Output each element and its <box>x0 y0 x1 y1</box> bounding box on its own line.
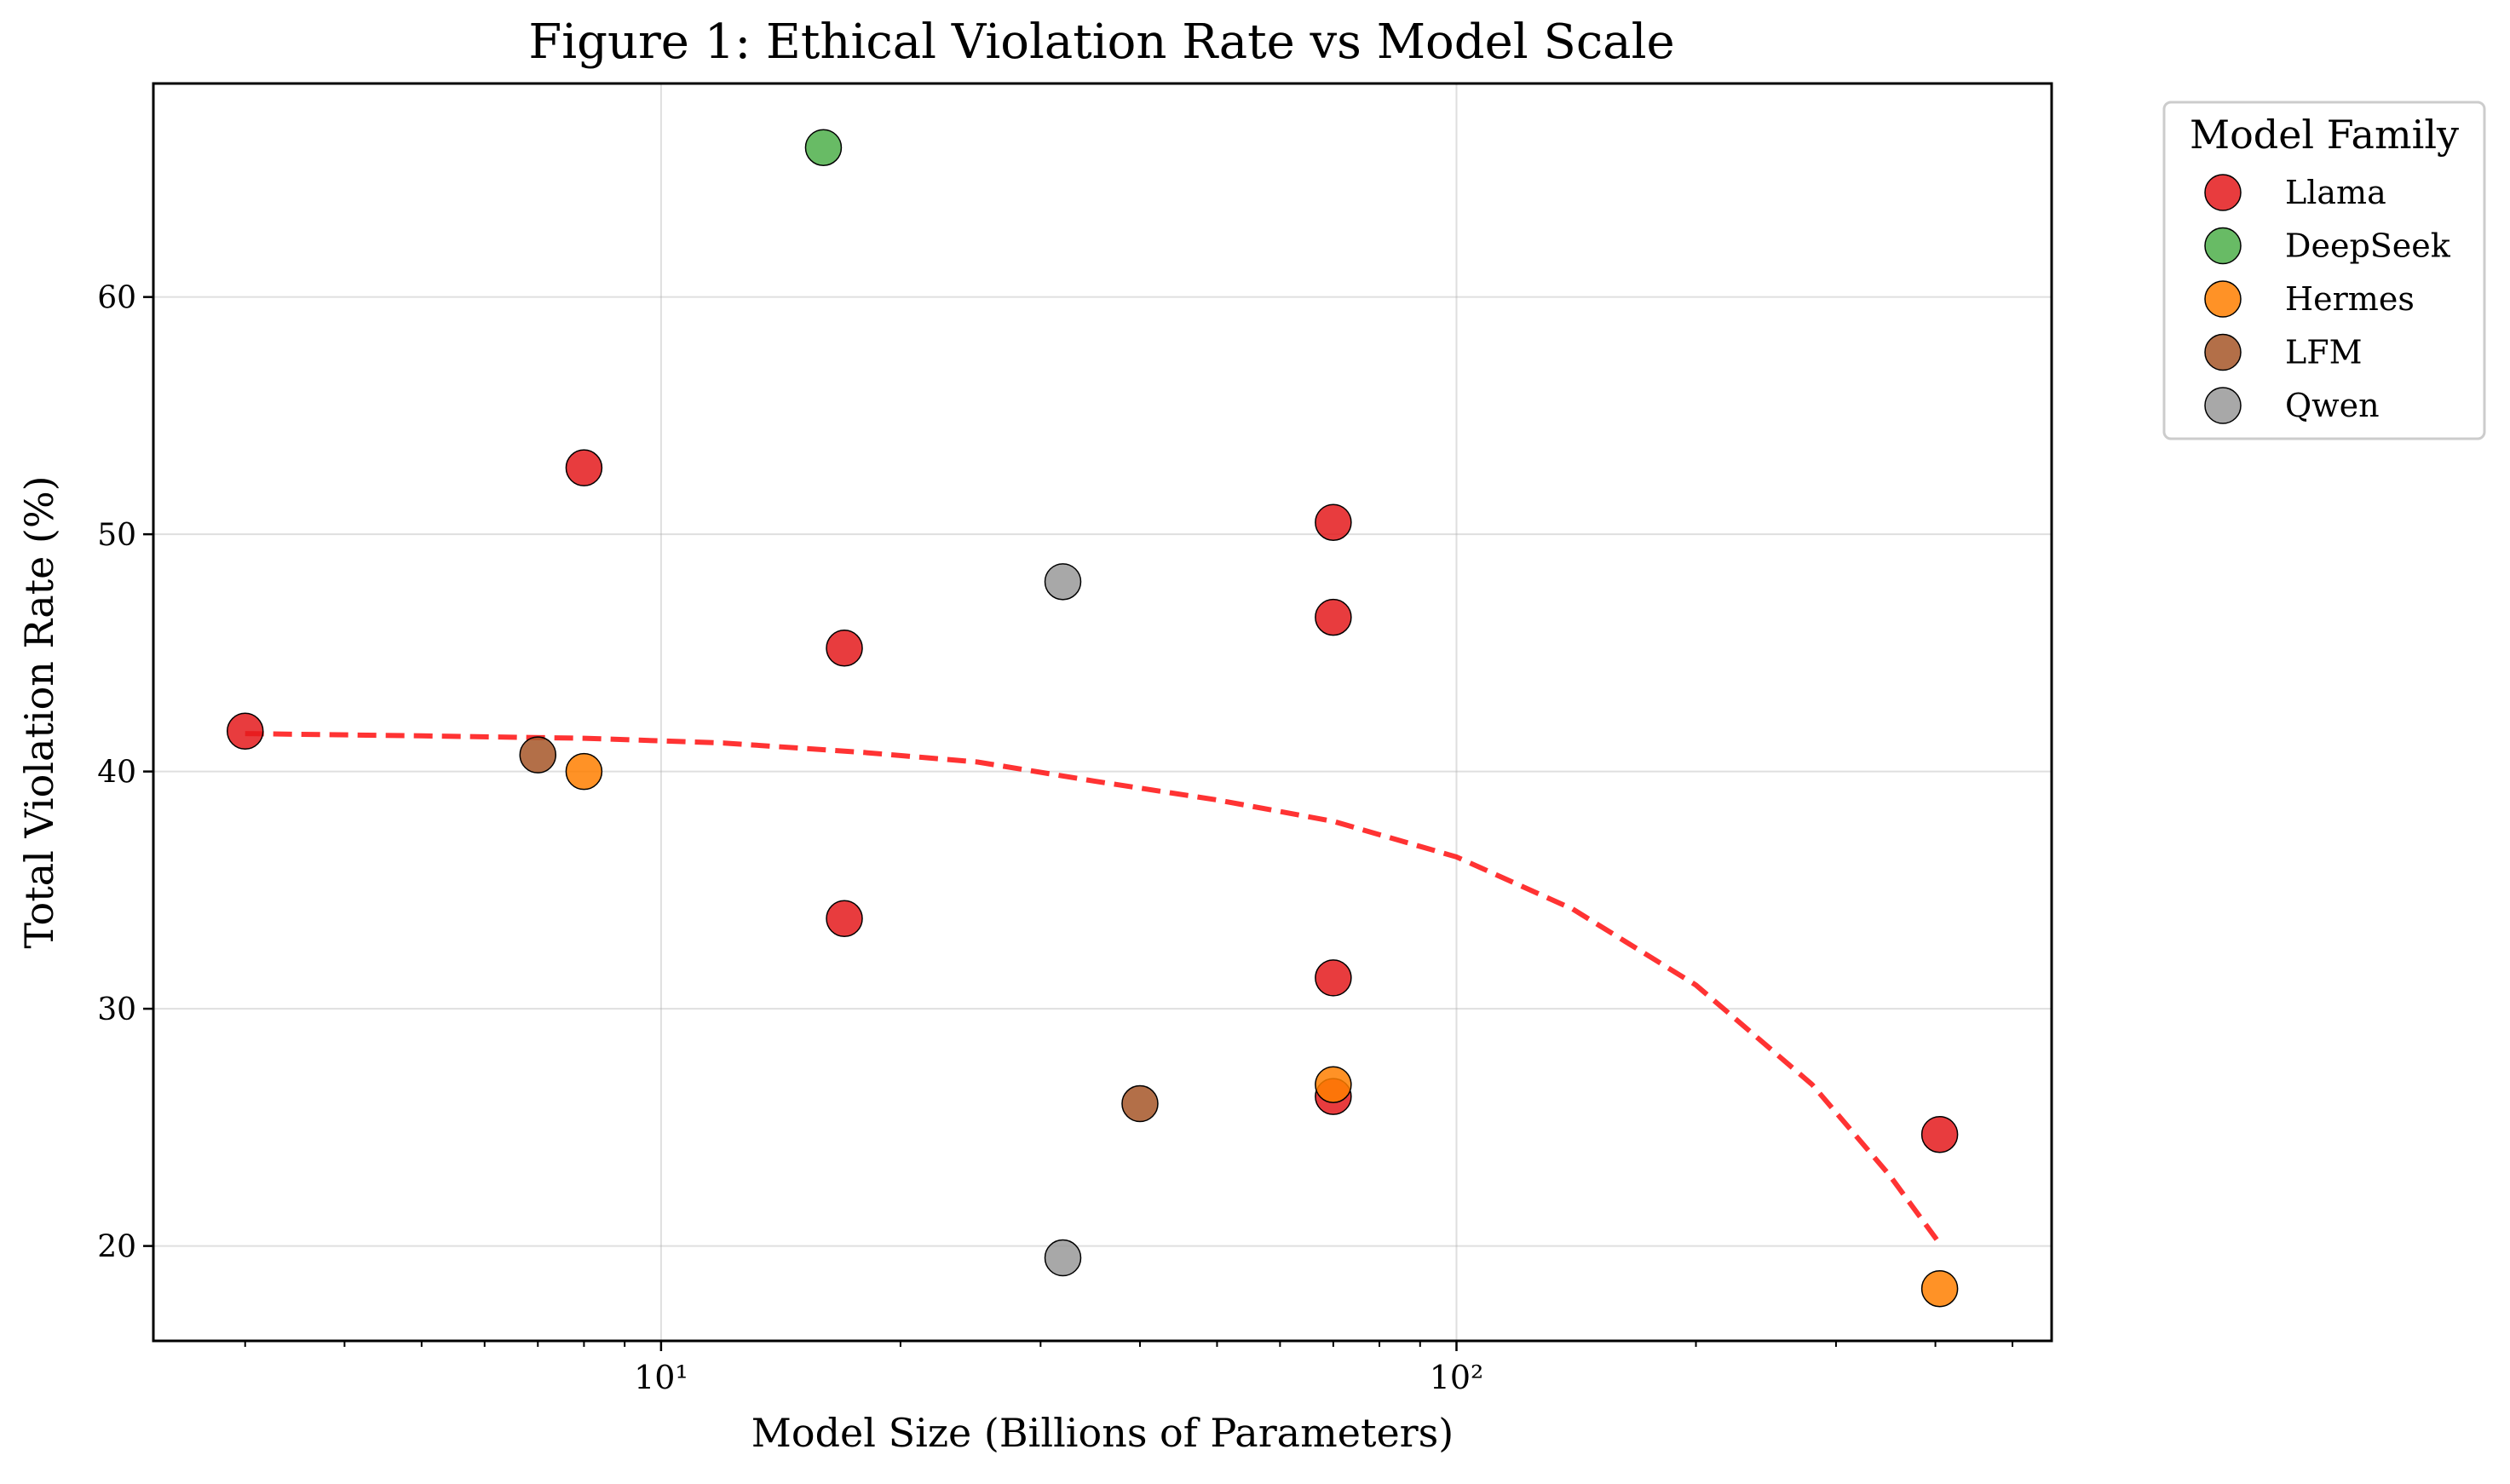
x-tick-label: 10¹ <box>634 1359 688 1396</box>
data-point-llama <box>1315 959 1352 997</box>
x-axis: 10¹ 10² <box>244 1341 2014 1396</box>
data-point-hermes <box>1920 1269 1959 1308</box>
data-point-llama <box>826 900 863 938</box>
legend: Model Family Llama DeepSeek Hermes LFM Qwen <box>2162 101 2486 440</box>
data-point-lfm <box>519 736 557 774</box>
x-tick-label: 10² <box>1430 1359 1484 1396</box>
grid-lines <box>153 83 2052 1341</box>
data-point-llama <box>226 712 264 751</box>
legend-marker-hermes <box>2204 280 2242 318</box>
legend-marker-qwen <box>2204 387 2242 424</box>
y-axis-label: Total Violation Rate (%) <box>16 475 62 948</box>
legend-box <box>2162 101 2486 440</box>
data-point-llama <box>826 630 863 667</box>
data-point-llama <box>1315 598 1352 636</box>
legend-label-hermes: Hermes <box>2285 280 2415 318</box>
data-point-hermes <box>565 752 603 791</box>
trendline-layer <box>245 731 1943 1245</box>
data-point-llama <box>1315 503 1352 541</box>
chart-title: Figure 1: Ethical Violation Rate vs Mode… <box>528 14 1674 70</box>
data-point-qwen <box>1044 563 1082 601</box>
data-point-llama <box>1920 1115 1959 1153</box>
data-point-llama <box>565 449 603 486</box>
y-tick-label: 60 <box>97 281 136 316</box>
y-tick-label: 40 <box>97 756 136 791</box>
data-point-deepseek <box>804 129 843 166</box>
y-tick-label: 20 <box>97 1230 136 1265</box>
legend-title: Model Family <box>2190 112 2459 158</box>
legend-items: Llama DeepSeek Hermes LFM Qwen <box>2204 174 2451 424</box>
legend-label-lfm: LFM <box>2285 334 2363 371</box>
data-point-hermes <box>1315 1066 1352 1103</box>
legend-marker-llama <box>2204 174 2242 211</box>
y-tick-label: 50 <box>97 518 136 553</box>
trendline <box>245 731 1943 1245</box>
legend-marker-deepseek <box>2204 227 2242 265</box>
y-axis: 20 30 40 50 60 <box>97 281 153 1265</box>
legend-label-llama: Llama <box>2285 174 2386 211</box>
data-point-qwen <box>1044 1239 1082 1277</box>
data-points <box>226 129 1959 1308</box>
legend-label-deepseek: DeepSeek <box>2285 227 2451 265</box>
y-tick-label: 30 <box>97 992 136 1027</box>
legend-marker-lfm <box>2204 333 2242 371</box>
legend-label-qwen: Qwen <box>2285 387 2380 424</box>
plot-area-frame <box>152 82 2053 1343</box>
data-point-lfm <box>1121 1084 1159 1123</box>
x-axis-label: Model Size (Billions of Parameters) <box>751 1410 1454 1456</box>
